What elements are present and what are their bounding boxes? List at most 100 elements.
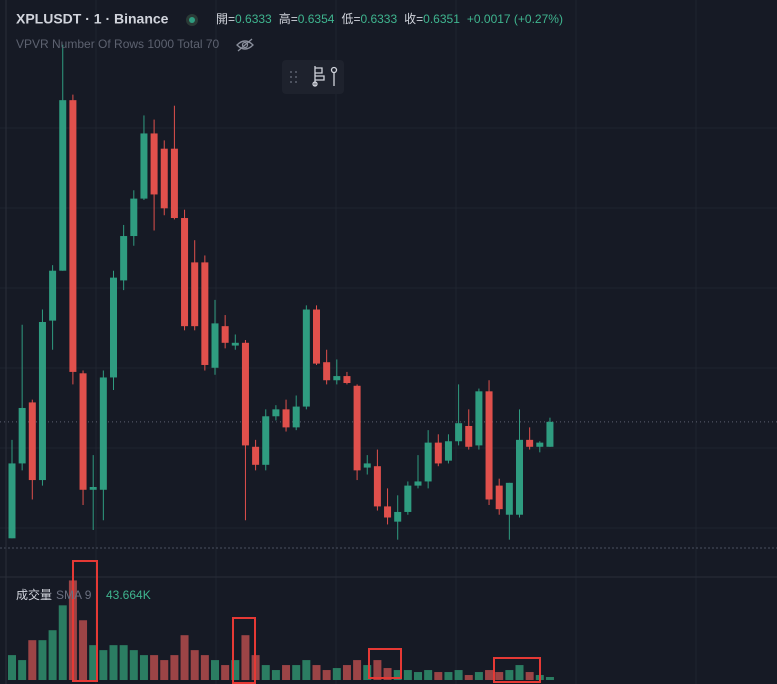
candle-body xyxy=(181,218,189,327)
volume-bar xyxy=(454,670,463,680)
tool-icon[interactable] xyxy=(312,66,325,87)
volume-bar xyxy=(271,670,280,680)
candle-body xyxy=(536,442,544,447)
volume-bar xyxy=(89,645,98,680)
volume-bar xyxy=(282,665,291,680)
volume-bar xyxy=(373,660,382,680)
symbol: XPLUSDT · 1 · Binance xyxy=(16,11,169,27)
candle-body xyxy=(221,326,229,343)
volume-bar xyxy=(160,660,169,680)
volume-bar xyxy=(261,665,270,680)
candle-body xyxy=(292,406,300,428)
volume-bar xyxy=(170,655,179,680)
volume-bar xyxy=(18,660,27,680)
volume-bar xyxy=(515,665,524,680)
plot-area xyxy=(0,44,777,680)
volume-bar xyxy=(485,670,494,680)
volume-bar xyxy=(342,665,351,680)
volume-bar xyxy=(414,672,422,680)
volume-bar xyxy=(525,672,534,680)
toolbar-bg xyxy=(282,60,344,94)
volume-bar xyxy=(28,640,37,680)
candle-body xyxy=(505,482,513,515)
volume-bar xyxy=(292,665,301,680)
ohlc-value: 0.6354 xyxy=(298,12,335,26)
tool-icon[interactable] xyxy=(330,66,338,87)
volume-bar xyxy=(424,670,433,680)
candle-body xyxy=(526,439,534,447)
candle-body xyxy=(343,376,351,384)
candle-body xyxy=(414,481,422,486)
volume-bar xyxy=(119,645,128,680)
candle-body xyxy=(394,511,402,522)
ohlc-value: 0.6333 xyxy=(235,12,272,26)
candle-body xyxy=(150,133,158,195)
candle-body xyxy=(302,309,310,407)
volume-bar xyxy=(139,655,148,680)
candle-body xyxy=(59,100,67,271)
ohlc-label: 開= xyxy=(216,12,235,26)
candle-body xyxy=(363,463,371,468)
volume-title: 成交量 xyxy=(16,587,52,602)
candle-body xyxy=(89,486,97,490)
candle-body xyxy=(475,391,483,446)
highlight-box xyxy=(72,560,98,682)
volume-bar xyxy=(434,672,443,680)
volume-bar xyxy=(505,670,514,680)
candle-body xyxy=(231,342,239,346)
candle-body xyxy=(99,377,107,490)
candle-body xyxy=(373,466,381,507)
candle-body xyxy=(191,262,199,327)
ohlc-label: 低= xyxy=(341,12,360,26)
ohlc-label: 收= xyxy=(404,12,423,26)
candle-body xyxy=(424,442,432,482)
volume-bar xyxy=(129,650,138,680)
candle-body xyxy=(69,100,77,372)
candle-body xyxy=(384,506,392,518)
candle-body xyxy=(455,423,463,442)
candle-body xyxy=(130,198,138,237)
candle-body xyxy=(140,133,148,199)
highlight-box xyxy=(368,648,402,679)
candle-body xyxy=(211,323,219,368)
candle-body xyxy=(18,407,26,464)
candle-body xyxy=(323,362,331,381)
volume-bar xyxy=(322,670,331,680)
candle-body xyxy=(516,439,523,515)
volume-bar xyxy=(200,655,209,680)
volume-bar xyxy=(474,672,483,680)
header: XPLUSDT · 1 · Binance 開= 0.6333 高= 0.6354 低=… xyxy=(16,11,563,602)
volume-bar xyxy=(231,660,240,680)
volume-bar xyxy=(393,670,402,680)
candle-body xyxy=(272,409,280,417)
candle-body xyxy=(353,385,361,471)
candle-body xyxy=(333,376,341,381)
volume-bar xyxy=(8,655,16,680)
candle-body xyxy=(546,421,554,447)
volume-sma-value: 43.664K xyxy=(106,588,151,602)
volume-bar xyxy=(38,640,47,680)
candle-body xyxy=(434,442,442,464)
volume-bar xyxy=(353,660,362,680)
volume-sma-label: SMA 9 xyxy=(56,588,92,602)
volume-bar xyxy=(302,660,311,680)
drag-handle xyxy=(290,71,297,83)
candle-body xyxy=(485,391,493,500)
candle-body xyxy=(241,342,249,446)
candle-body xyxy=(313,309,320,364)
visibility-icon[interactable] xyxy=(236,38,254,52)
highlight-boxes xyxy=(72,560,541,684)
volume-bar xyxy=(109,645,118,680)
candle-body xyxy=(160,148,168,209)
candle-body xyxy=(49,270,57,321)
volume-bar xyxy=(150,655,159,680)
volume-bar xyxy=(403,670,412,680)
ohlc-label: 高= xyxy=(279,11,298,26)
volume-bar xyxy=(221,665,230,680)
candle-body xyxy=(495,485,503,510)
candle-body xyxy=(404,485,412,512)
volume-bar xyxy=(211,660,219,680)
toolbar xyxy=(282,60,344,94)
